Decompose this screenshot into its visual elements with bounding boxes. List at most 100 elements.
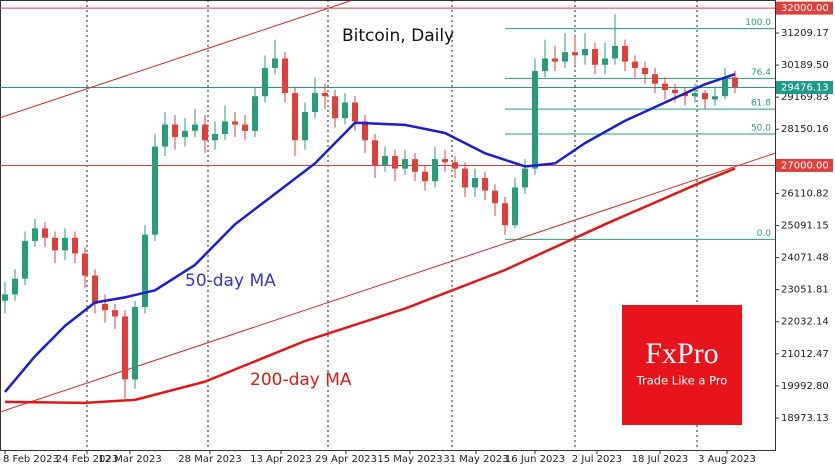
candle-body — [532, 71, 538, 169]
candle-body — [552, 58, 558, 62]
candle-body — [232, 121, 238, 125]
candle-body — [732, 77, 738, 88]
candle-body — [272, 58, 278, 68]
candle-body — [182, 130, 188, 138]
ma-line — [4, 167, 736, 405]
candle-body — [72, 237, 78, 254]
candle-body — [582, 49, 588, 56]
candle-body — [512, 187, 518, 226]
candle-body — [12, 278, 18, 295]
candle-body — [302, 111, 308, 141]
candle-body — [342, 102, 348, 119]
candle-body — [692, 93, 698, 97]
fib-label: 76.4 — [751, 68, 771, 78]
candle-body — [102, 303, 108, 311]
y-tick-label: 18973.13 — [781, 413, 829, 424]
candle-body — [462, 168, 468, 188]
y-tick-label: 28150.16 — [781, 124, 829, 135]
level-label: 29476.13 — [781, 83, 829, 94]
candle-body — [332, 96, 338, 119]
candle-body — [522, 168, 528, 188]
candle-body — [652, 74, 658, 84]
candle-body — [122, 316, 128, 380]
ma-label: 50-day MA — [185, 271, 276, 291]
x-tick-label: 16 Jun 2023 — [505, 454, 565, 465]
candle-body — [382, 155, 388, 166]
candle-body — [662, 83, 668, 90]
candle-body — [52, 237, 58, 251]
candle-body — [402, 159, 408, 169]
candle-body — [162, 124, 168, 147]
logo: FxPro Trade Like a Pro — [622, 305, 742, 425]
candle-body — [632, 61, 638, 68]
x-tick-label: 28 Mar 2023 — [178, 454, 241, 465]
candle-body — [222, 121, 228, 134]
candle-body — [642, 67, 648, 75]
candle-body — [192, 124, 198, 131]
candle-body — [572, 52, 578, 56]
candle-body — [492, 190, 498, 204]
candle-body — [412, 159, 418, 172]
candle-body — [712, 96, 718, 100]
candle-body — [352, 102, 358, 122]
logo-tagline: Trade Like a Pro — [636, 374, 728, 388]
candle-body — [442, 159, 448, 163]
logo-box — [622, 305, 742, 425]
level-label: 27000.00 — [781, 160, 829, 171]
x-tick-label: 2 Jul 2023 — [572, 454, 622, 465]
level-tag — [776, 158, 833, 172]
candle-body — [622, 45, 628, 62]
candle-body — [202, 124, 208, 141]
candle-body — [152, 146, 158, 235]
x-tick-label: 18 Jul 2023 — [632, 454, 689, 465]
y-tick-label: 25091.15 — [781, 220, 829, 231]
x-tick-label: 12 Mar 2023 — [98, 454, 161, 465]
candle-body — [292, 93, 298, 141]
candle-body — [672, 89, 678, 94]
trend-line — [0, 0, 351, 119]
candle-body — [2, 294, 8, 301]
candle-body — [212, 133, 218, 141]
candle-body — [32, 228, 38, 241]
candle-body — [372, 140, 378, 166]
fib-label: 100.0 — [745, 18, 771, 28]
candle-body — [602, 58, 608, 65]
candle-body — [702, 93, 708, 100]
candle-body — [142, 234, 148, 308]
candle-body — [92, 275, 98, 304]
candle-body — [42, 228, 48, 238]
x-tick-label: 3 Aug 2023 — [698, 454, 756, 465]
chart-title: Bitcoin, Daily — [342, 26, 454, 46]
candle-body — [612, 45, 618, 59]
candle-body — [502, 203, 508, 226]
x-tick-label: 13 Apr 2023 — [250, 454, 312, 465]
y-tick-label: 26110.82 — [781, 188, 829, 199]
logo-name: FxPro — [645, 337, 718, 370]
plot-area: 100.0 76.4 61.8 50.0 0.0 — [0, 0, 775, 450]
candle-body — [282, 58, 288, 94]
candle-body — [312, 93, 318, 112]
y-tick-label: 30189.50 — [781, 60, 829, 71]
candle-body — [22, 240, 28, 279]
y-tick-label: 29169.83 — [781, 92, 829, 103]
y-tick-label: 21012.47 — [781, 349, 829, 360]
level-tag — [776, 81, 833, 95]
fib-label: 0.0 — [757, 229, 772, 239]
candle-body — [722, 77, 728, 97]
ma-line — [4, 73, 736, 393]
candle-body — [322, 93, 328, 97]
candle-body — [452, 162, 458, 169]
candle-body — [592, 49, 598, 65]
candle-body — [82, 253, 88, 276]
candle-body — [242, 124, 248, 131]
x-tick-label: 29 Apr 2023 — [315, 454, 377, 465]
level-label: 32000.00 — [781, 3, 829, 14]
x-tick-label: 15 May 2023 — [377, 454, 442, 465]
fib-label: 61.8 — [751, 99, 771, 109]
y-tick-label: 23051.81 — [781, 285, 829, 296]
level-tag — [776, 1, 833, 15]
candle-body — [432, 159, 438, 182]
candle-body — [252, 96, 258, 131]
